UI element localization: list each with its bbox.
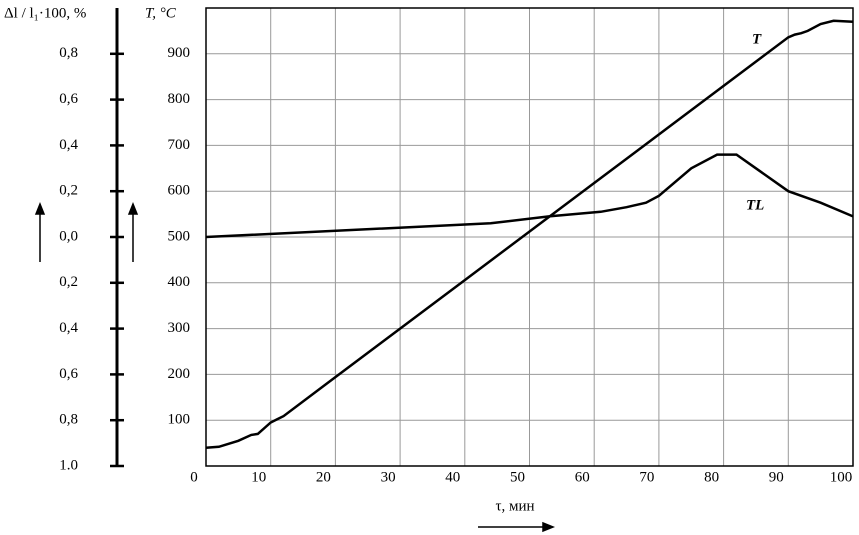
y2-tick-label: 1.0: [59, 457, 78, 473]
x-tick-label: 0: [190, 469, 198, 485]
y2-tick-label: 0,2: [59, 274, 78, 290]
x-tick-label: 30: [381, 469, 396, 485]
x-tick-label: 100: [830, 469, 853, 485]
series-line: [205, 19, 854, 449]
y-tick-label: 300: [168, 320, 191, 336]
y2-tick-label: 0,4: [59, 137, 78, 153]
y-tick-label: 800: [168, 91, 191, 107]
series-line: [205, 153, 854, 239]
y-tick-label: 900: [168, 45, 191, 61]
y-axis-title: T, °C: [145, 5, 177, 21]
y-tick-label: 600: [168, 183, 191, 199]
x-tick-label: 10: [251, 469, 266, 485]
series-label: TL: [746, 197, 764, 213]
y2-tick-label: 0,2: [59, 183, 78, 199]
y-tick-label: 100: [168, 412, 191, 428]
y2-tick-label: 0,8: [59, 412, 78, 428]
x-tick-label: 60: [575, 469, 590, 485]
series-label: T: [752, 31, 762, 47]
x-tick-label: 50: [510, 469, 525, 485]
y-tick-label: 200: [168, 366, 191, 382]
y2-tick-label: 0,6: [59, 366, 78, 382]
x-tick-label: 40: [445, 469, 460, 485]
x-tick-label: 80: [704, 469, 719, 485]
y2-tick-label: 0,0: [59, 228, 78, 244]
x-tick-label: 20: [316, 469, 331, 485]
x-tick-label: 70: [639, 469, 654, 485]
arrows: [34, 201, 556, 533]
y-tick-label: 500: [168, 228, 191, 244]
y2-tick-label: 0,8: [59, 45, 78, 61]
y2-tick-label: 0,6: [59, 91, 78, 107]
y2-axis-title: Δl / l₁·100, %: [4, 5, 86, 21]
x-axis-title: τ, мин: [495, 498, 534, 514]
y-tick-label: 700: [168, 137, 191, 153]
y-tick-label: 400: [168, 274, 191, 290]
x-tick-label: 90: [769, 469, 784, 485]
y2-tick-label: 0,4: [59, 320, 78, 336]
